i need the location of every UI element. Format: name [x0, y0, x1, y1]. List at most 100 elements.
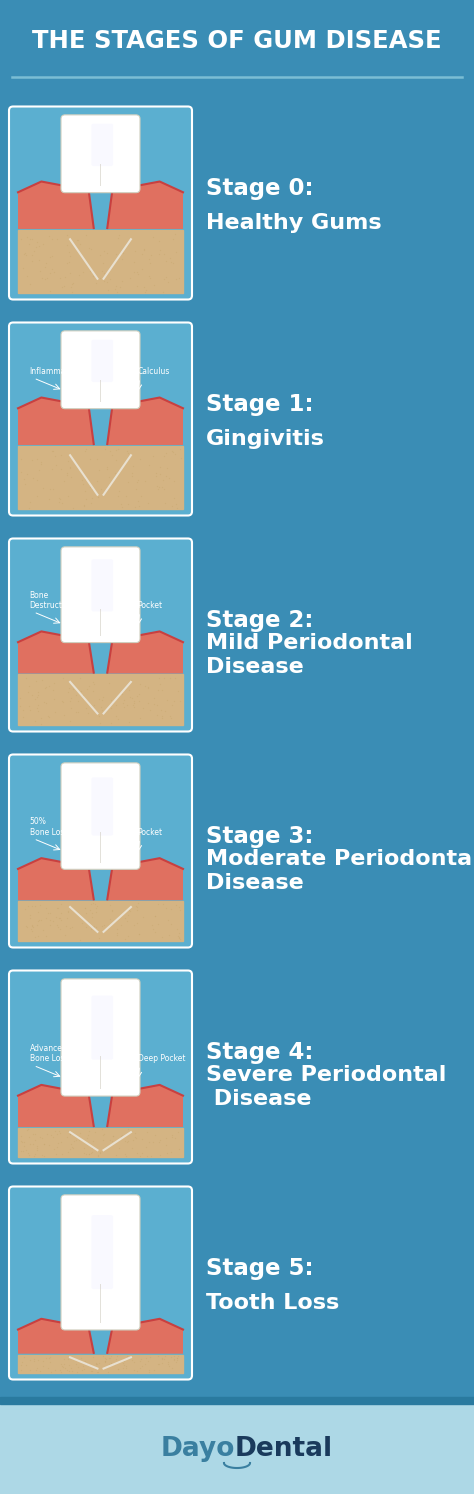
Point: [148, 913, 155, 937]
Point: [150, 273, 158, 297]
Point: [103, 1348, 110, 1371]
Point: [147, 1143, 155, 1167]
Point: [30, 1348, 37, 1371]
Point: [33, 484, 40, 508]
Point: [171, 666, 178, 690]
Point: [24, 224, 31, 248]
Point: [18, 1351, 26, 1374]
Point: [61, 1355, 69, 1379]
Point: [75, 1128, 83, 1152]
Point: [28, 914, 36, 938]
Point: [37, 707, 45, 731]
Point: [146, 453, 153, 477]
Point: [84, 701, 92, 725]
FancyBboxPatch shape: [61, 330, 140, 409]
Point: [138, 1355, 146, 1379]
Point: [53, 913, 60, 937]
Point: [108, 1345, 115, 1369]
Point: [26, 1143, 33, 1167]
Point: [74, 1348, 82, 1371]
Point: [54, 896, 62, 920]
Point: [22, 1354, 30, 1377]
Point: [49, 678, 56, 702]
Point: [112, 438, 119, 462]
Point: [70, 270, 77, 294]
Point: [68, 1135, 76, 1159]
Point: [161, 444, 168, 468]
Point: [82, 1143, 90, 1167]
Point: [118, 247, 126, 270]
Point: [25, 1141, 32, 1165]
Point: [72, 1348, 80, 1371]
Point: [77, 1346, 84, 1370]
Point: [133, 911, 141, 935]
Point: [103, 270, 110, 294]
Point: [103, 454, 111, 478]
Bar: [0, 0, 474, 85]
Point: [44, 901, 52, 925]
Point: [69, 279, 76, 303]
Point: [150, 444, 157, 468]
Point: [84, 1125, 91, 1149]
Point: [57, 442, 65, 466]
Point: [30, 239, 38, 263]
Point: [23, 914, 30, 938]
Point: [104, 475, 111, 499]
FancyBboxPatch shape: [91, 995, 113, 1059]
Point: [170, 439, 177, 463]
Point: [175, 925, 183, 949]
Point: [173, 496, 181, 520]
Point: [113, 273, 120, 297]
Point: [125, 1118, 132, 1141]
Point: [108, 444, 116, 468]
Point: [151, 1123, 158, 1147]
Point: [27, 902, 34, 926]
Point: [173, 267, 180, 291]
Point: [112, 693, 119, 717]
Point: [144, 692, 151, 716]
Point: [150, 226, 157, 249]
Point: [27, 490, 34, 514]
Point: [156, 456, 164, 480]
Point: [114, 227, 122, 251]
Point: [109, 898, 116, 922]
Point: [70, 1129, 78, 1153]
Point: [130, 913, 137, 937]
Point: [136, 1349, 144, 1373]
Point: [17, 1354, 24, 1377]
Point: [56, 487, 64, 511]
Point: [151, 1358, 158, 1382]
Point: [63, 251, 71, 275]
Point: [112, 242, 120, 266]
Point: [173, 917, 181, 941]
Polygon shape: [18, 1319, 94, 1354]
Point: [116, 480, 123, 503]
Point: [105, 1352, 112, 1376]
Point: [121, 905, 128, 929]
Point: [47, 1122, 55, 1146]
Point: [79, 1355, 86, 1379]
Point: [81, 466, 89, 490]
Point: [40, 1143, 47, 1167]
Point: [65, 1354, 73, 1377]
Point: [17, 227, 25, 251]
Point: [86, 475, 94, 499]
Point: [98, 689, 106, 713]
Point: [106, 893, 114, 917]
Point: [143, 1120, 151, 1144]
Point: [151, 920, 158, 944]
Point: [174, 923, 182, 947]
Point: [92, 901, 100, 925]
Point: [42, 251, 50, 275]
FancyBboxPatch shape: [61, 115, 140, 193]
Point: [167, 1140, 175, 1164]
Point: [31, 1128, 38, 1152]
Point: [114, 459, 122, 483]
Point: [89, 892, 97, 916]
Point: [135, 922, 143, 946]
Point: [131, 690, 138, 714]
Point: [130, 249, 138, 273]
Point: [113, 281, 120, 305]
Polygon shape: [18, 632, 94, 674]
Point: [46, 477, 54, 500]
